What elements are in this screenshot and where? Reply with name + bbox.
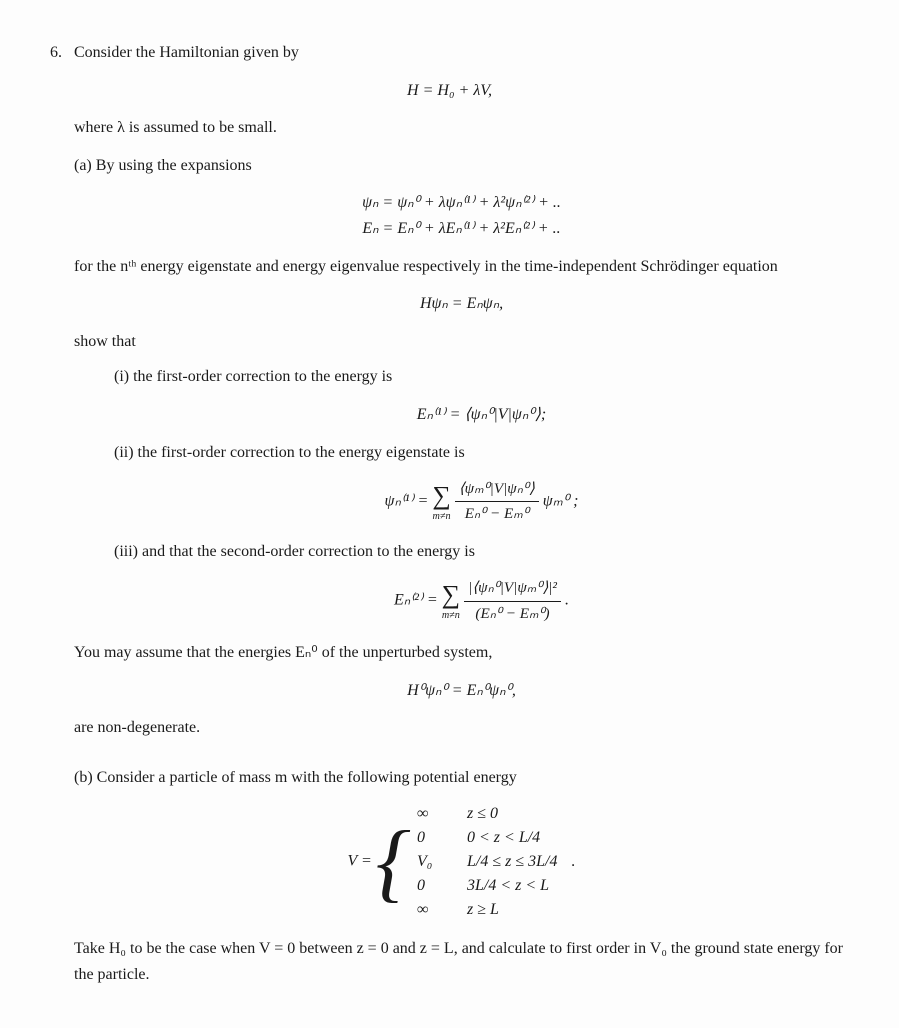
- for-the-nth: for the nᵗʰ energy eigenstate and energy…: [74, 254, 849, 280]
- case-row: 03L/4 < z < L: [417, 874, 557, 898]
- item-iii: (iii) and that the second-order correcti…: [114, 539, 849, 626]
- fraction: ⟨ψₘ⁰|V|ψₙ⁰⟩ Eₙ⁰ − Eₘ⁰: [455, 477, 539, 527]
- part-a-text: By using the expansions: [96, 157, 252, 174]
- sum-bound: m≠n: [432, 511, 450, 522]
- eq-unperturbed: H⁰ψₙ⁰ = Eₙ⁰ψₙ⁰,: [74, 678, 849, 704]
- case-row: ∞z ≥ L: [417, 898, 557, 922]
- case-row: V₀L/4 ≤ z ≤ 3L/4: [417, 850, 557, 874]
- eq-ii: ψₙ⁽¹⁾ = ∑ m≠n ⟨ψₘ⁰|V|ψₙ⁰⟩ Eₙ⁰ − Eₘ⁰ ψₘ⁰ …: [114, 477, 849, 527]
- sigma-icon: ∑: [442, 581, 460, 609]
- case-val: V₀: [417, 850, 457, 874]
- case-val: ∞: [417, 802, 457, 826]
- fraction-iii: |⟨ψₙ⁰|V|ψₘ⁰⟩|² (Eₙ⁰ − Eₘ⁰): [464, 576, 561, 626]
- item-i-text: the first-order correction to the energy…: [133, 368, 392, 385]
- left-brace-icon: {: [376, 823, 411, 902]
- item-ii-text: the first-order correction to the energy…: [138, 444, 465, 461]
- assume-text: You may assume that the energies Eₙ⁰ of …: [74, 640, 849, 666]
- case-row: ∞z ≤ 0: [417, 802, 557, 826]
- case-row: 00 < z < L/4: [417, 826, 557, 850]
- eq-iii-tail: .: [565, 592, 569, 609]
- eq-hamiltonian: H = H₀ + λV,: [50, 78, 849, 104]
- item-iii-label: (iii): [114, 543, 138, 560]
- eq-psi: ψₙ = ψₙ⁰ + λψₙ⁽¹⁾ + λ²ψₙ⁽²⁾ + ..: [74, 190, 849, 216]
- frac-num-iii: |⟨ψₙ⁰|V|ψₘ⁰⟩|²: [464, 576, 561, 601]
- item-i-label: (i): [114, 368, 129, 385]
- part-b: (b) Consider a particle of mass m with t…: [74, 765, 849, 988]
- frac-den-iii: (Eₙ⁰ − Eₘ⁰): [464, 602, 561, 626]
- V-lhs: V =: [348, 853, 376, 870]
- frac-den: Eₙ⁰ − Eₘ⁰: [455, 502, 539, 526]
- problem-heading: 6. Consider the Hamiltonian given by: [50, 40, 849, 66]
- cases-period: .: [571, 853, 575, 870]
- case-val: 0: [417, 874, 457, 898]
- eq-iii-lhs: Eₙ⁽²⁾ =: [394, 592, 442, 609]
- cases-list: ∞z ≤ 0 00 < z < L/4 V₀L/4 ≤ z ≤ 3L/4 03L…: [417, 802, 557, 922]
- item-ii: (ii) the first-order correction to the e…: [114, 440, 849, 527]
- part-a-label: (a): [74, 157, 92, 174]
- eq-i: Eₙ⁽¹⁾ = ⟨ψₙ⁰|V|ψₙ⁰⟩;: [114, 402, 849, 428]
- part-a: (a) By using the expansions ψₙ = ψₙ⁰ + λ…: [74, 153, 849, 741]
- problem-root: 6. Consider the Hamiltonian given by H =…: [50, 40, 849, 988]
- eq-potential: V = { ∞z ≤ 0 00 < z < L/4 V₀L/4 ≤ z ≤ 3L…: [74, 802, 849, 922]
- item-iii-text: and that the second-order correction to …: [142, 543, 475, 560]
- part-b-task: Take H₀ to be the case when V = 0 betwee…: [74, 936, 849, 987]
- nondegenerate: are non-degenerate.: [74, 715, 849, 741]
- part-b-text: Consider a particle of mass m with the f…: [97, 769, 517, 786]
- cases-block: { ∞z ≤ 0 00 < z < L/4 V₀L/4 ≤ z ≤ 3L/4 0…: [376, 802, 558, 922]
- eq-schrodinger: Hψₙ = Eₙψₙ,: [74, 291, 849, 317]
- case-val: 0: [417, 826, 457, 850]
- intro-text: Consider the Hamiltonian given by: [74, 44, 299, 61]
- case-cond: z ≥ L: [457, 898, 499, 922]
- case-cond: 3L/4 < z < L: [457, 874, 549, 898]
- sum-bound-iii: m≠n: [442, 610, 460, 621]
- eq-ii-tail: ψₘ⁰ ;: [543, 493, 579, 510]
- item-i: (i) the first-order correction to the en…: [114, 364, 849, 427]
- item-ii-label: (ii): [114, 444, 134, 461]
- eq-ii-lhs: ψₙ⁽¹⁾ =: [385, 493, 433, 510]
- eq-psi-expansion: ψₙ = ψₙ⁰ + λψₙ⁽¹⁾ + λ²ψₙ⁽²⁾ + .. Eₙ = Eₙ…: [74, 190, 849, 241]
- case-cond: 0 < z < L/4: [457, 826, 540, 850]
- sum-symbol-iii: ∑ m≠n: [442, 581, 460, 621]
- case-cond: L/4 ≤ z ≤ 3L/4: [457, 850, 557, 874]
- eq-iii: Eₙ⁽²⁾ = ∑ m≠n |⟨ψₙ⁰|V|ψₘ⁰⟩|² (Eₙ⁰ − Eₘ⁰)…: [114, 576, 849, 626]
- frac-num: ⟨ψₘ⁰|V|ψₙ⁰⟩: [455, 477, 539, 502]
- eq-energy: Eₙ = Eₙ⁰ + λEₙ⁽¹⁾ + λ²Eₙ⁽²⁾ + ..: [74, 216, 849, 242]
- case-val: ∞: [417, 898, 457, 922]
- part-b-label: (b): [74, 769, 93, 786]
- lambda-assume: where λ is assumed to be small.: [74, 115, 849, 141]
- problem-number: 6.: [50, 44, 62, 61]
- case-cond: z ≤ 0: [457, 802, 498, 826]
- show-that: show that: [74, 329, 849, 355]
- sum-symbol: ∑ m≠n: [432, 482, 450, 522]
- sigma-icon: ∑: [432, 482, 450, 510]
